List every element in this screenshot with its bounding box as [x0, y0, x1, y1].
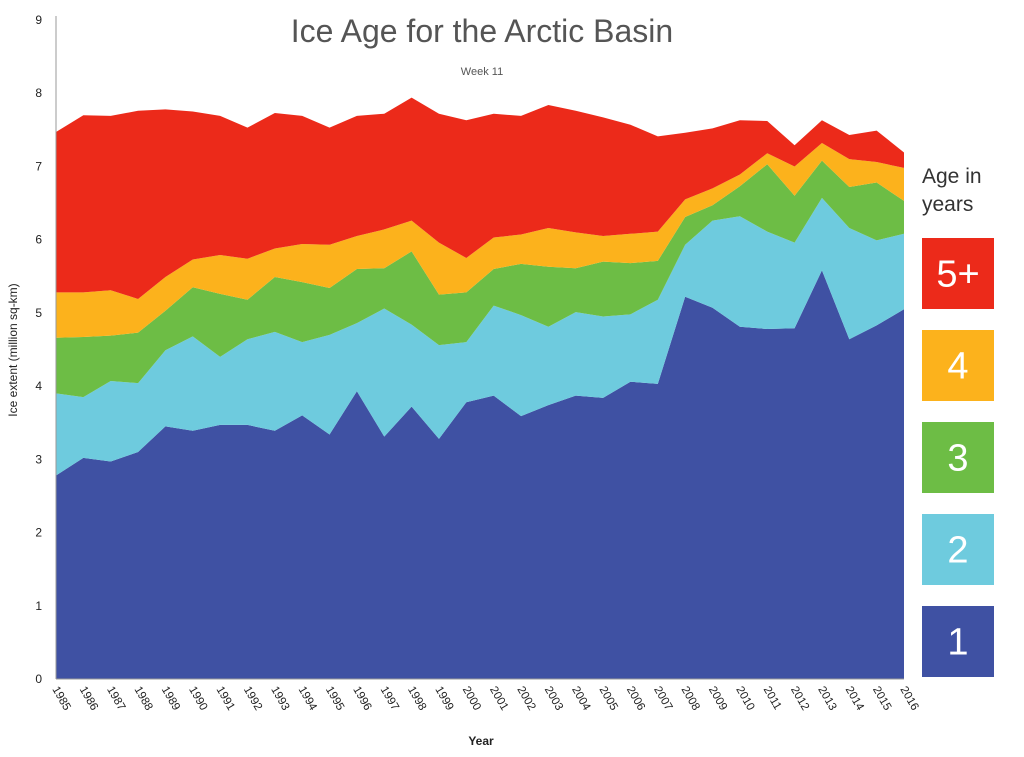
legend-label: 2: [947, 530, 968, 572]
chart-subtitle: Week 11: [461, 66, 503, 78]
x-tick-label: 1988: [131, 685, 154, 713]
y-tick-label: 4: [35, 379, 42, 393]
x-tick-label: 2009: [706, 685, 729, 713]
x-tick-label: 2015: [870, 685, 893, 713]
area-series-1: [56, 270, 904, 679]
area-series-2: [56, 197, 904, 476]
y-tick-label: 5: [35, 306, 42, 320]
x-tick-label: 2013: [815, 685, 838, 713]
area-series-4: [56, 143, 904, 338]
legend-swatch-3: [922, 422, 994, 493]
x-tick-label: 2001: [487, 685, 510, 713]
x-tick-label: 2010: [733, 685, 756, 713]
x-tick-label: 1997: [378, 685, 401, 713]
x-tick-label: 1987: [104, 685, 127, 713]
y-tick-label: 1: [35, 599, 42, 613]
y-tick-label: 8: [35, 86, 42, 100]
x-tick-label: 2007: [651, 685, 674, 713]
y-tick-label: 6: [35, 233, 42, 247]
x-tick-label: 1989: [159, 685, 182, 713]
x-tick-label: 2008: [679, 685, 702, 713]
legend-swatch-4: [922, 330, 994, 401]
legend-title-line2: years: [922, 193, 973, 216]
y-tick-label: 2: [35, 526, 42, 540]
y-tick-label: 7: [35, 159, 42, 173]
legend: Age in years 5+ 4 3 2 1: [922, 165, 994, 677]
x-tick-label: 1985: [49, 685, 72, 713]
x-tick-label: 1996: [350, 685, 373, 713]
x-tick-label: 2002: [514, 685, 537, 713]
x-tick-label: 1998: [405, 685, 428, 713]
x-tick-label: 1994: [296, 685, 319, 714]
legend-label: 4: [947, 346, 968, 388]
x-tick-label: 2016: [897, 685, 920, 713]
legend-label: 5+: [936, 254, 979, 296]
y-axis-label: Ice extent (million sq-km): [6, 283, 20, 416]
x-tick-label: 1986: [77, 685, 100, 713]
y-ticks: 0 1 2 3 4 5 6 7 8 9: [35, 13, 42, 686]
x-tick-label: 1995: [323, 685, 346, 713]
chart-title: Ice Age for the Arctic Basin: [291, 13, 673, 49]
x-tick-label: 1999: [432, 685, 455, 713]
x-tick-label: 1993: [268, 685, 291, 713]
x-tick-label: 1992: [241, 685, 264, 713]
y-tick-label: 3: [35, 452, 42, 466]
x-tick-label: 2004: [569, 685, 592, 714]
x-ticks: 1985 1986 1987 1988 1989 1990 1991 1992 1993 1994…: [49, 685, 920, 714]
axes: [55, 16, 904, 680]
x-tick-label: 2003: [542, 685, 565, 713]
legend-swatch-1: [922, 606, 994, 677]
y-tick-label: 9: [35, 13, 42, 27]
x-tick-label: 2005: [596, 685, 619, 713]
x-tick-label: 2014: [843, 685, 866, 714]
area-series-3: [56, 160, 904, 398]
legend-swatch-5plus: [922, 238, 994, 309]
x-tick-label: 2011: [761, 685, 784, 712]
x-tick-label: 2012: [788, 685, 811, 713]
legend-label: 3: [947, 438, 968, 480]
y-tick-label: 0: [35, 672, 42, 686]
x-tick-label: 1990: [186, 685, 209, 713]
area-series-5plus: [56, 97, 904, 299]
x-tick-label: 2006: [624, 685, 647, 713]
legend-label: 1: [947, 622, 968, 664]
x-tick-label: 2000: [460, 685, 483, 713]
area-layers: [56, 97, 904, 679]
x-tick-label: 1991: [214, 685, 237, 713]
legend-swatch-2: [922, 514, 994, 585]
legend-title-line1: Age in: [922, 165, 982, 188]
x-axis-label: Year: [468, 734, 494, 748]
